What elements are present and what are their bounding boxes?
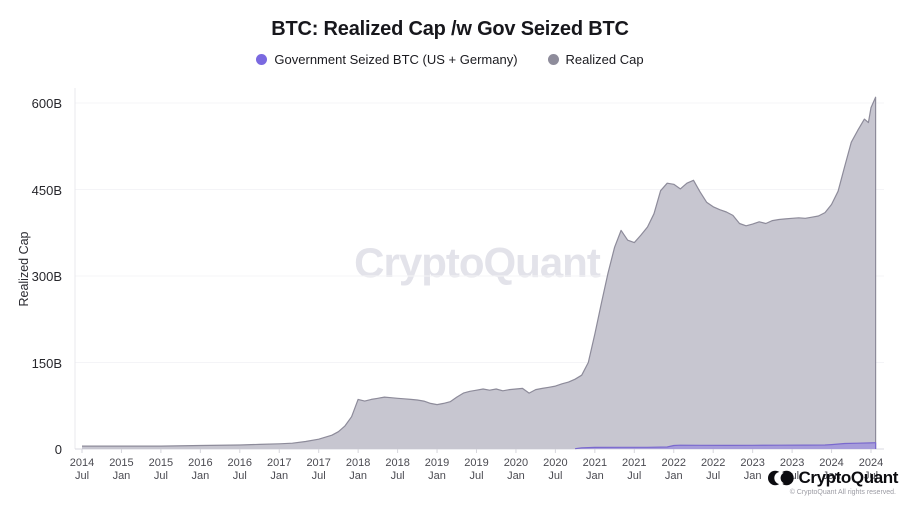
legend-label-realized-cap: Realized Cap <box>565 52 644 67</box>
realized-cap-line <box>82 96 877 449</box>
x-tick-month: Jul <box>548 470 563 482</box>
x-tick-month: Jan <box>112 470 131 482</box>
x-tick-label-2018-Jan: 2018 Jan <box>335 457 381 483</box>
legend: Government Seized BTC (US + Germany) Rea… <box>0 52 900 67</box>
x-tick-label-2015-Jul: 2015 Jul <box>138 457 184 483</box>
x-tick-label-2017-Jan: 2017 Jan <box>256 457 302 483</box>
x-tick-label-2024-Jul: 2024 Jul <box>848 457 894 483</box>
x-tick-month: Jul <box>232 470 247 482</box>
x-tick-label-2014-Jul: 2014 Jul <box>59 457 105 483</box>
y-tick-label-150B: 150B <box>31 355 62 371</box>
x-tick-month: Jan <box>664 470 683 482</box>
cryptoquant-fineprint: © CryptoQuant All rights reserved. <box>789 489 896 496</box>
x-tick-month: Jan <box>743 470 762 482</box>
x-tick-label-2021-Jan: 2021 Jan <box>572 457 618 483</box>
legend-dot-gov-seized-icon <box>256 54 268 65</box>
x-tick-month: Jul <box>469 470 484 482</box>
y-tick-label-0: 0 <box>54 442 62 457</box>
x-tick-month: Jul <box>390 470 405 482</box>
y-tick-label-450B: 450B <box>31 182 62 198</box>
x-tick-month: Jan <box>270 470 289 482</box>
legend-item-realized-cap[interactable]: Realized Cap <box>547 52 644 67</box>
x-tick-label-2023-Jan: 2023 Jan <box>730 457 776 483</box>
x-tick-label-2018-Jul: 2018 Jul <box>375 457 421 483</box>
x-tick-label-2022-Jul: 2022 Jul <box>690 457 736 483</box>
x-tick-label-2022-Jan: 2022 Jan <box>651 457 697 483</box>
x-tick-month: Jul <box>153 470 168 482</box>
x-tick-month: Jul <box>706 470 721 482</box>
y-tick-label-600B: 600B <box>31 96 62 111</box>
legend-dot-realized-cap-icon <box>547 54 559 65</box>
cryptoquant-watermark: CryptoQuant <box>354 239 601 286</box>
gov-seized-line <box>575 442 877 450</box>
x-tick-month: Jan <box>428 470 446 482</box>
x-tick-month: Jul <box>311 470 326 482</box>
x-tick-month: Jan <box>507 470 525 482</box>
x-tick-label-2024-Jan: 2024 Jan <box>809 457 855 483</box>
x-tick-month: Jul <box>74 470 90 482</box>
cryptoquant-logo: CryptoQuant © CryptoQuant All rights res… <box>752 468 898 496</box>
realized-cap-area <box>82 97 876 449</box>
legend-label-gov-seized: Government Seized BTC (US + Germany) <box>274 52 518 67</box>
x-tick-label-2016-Jan: 2016 Jan <box>177 457 223 483</box>
y-tick-label-300B: 300B <box>31 269 62 284</box>
x-tick-label-2020-Jan: 2020 Jan <box>493 457 539 483</box>
x-tick-month: Jan <box>585 470 604 482</box>
x-tick-month: Jul <box>627 470 642 482</box>
x-tick-label-2015-Jan: 2015 Jan <box>98 457 144 483</box>
x-tick-month: Jan <box>822 470 841 482</box>
legend-item-gov-seized[interactable]: Government Seized BTC (US + Germany) <box>256 52 518 67</box>
x-tick-label-2019-Jul: 2019 Jul <box>454 457 500 483</box>
x-tick-label-2019-Jan: 2019 Jan <box>414 457 460 483</box>
x-tick-label-2017-Jul: 2017 Jul <box>296 457 342 483</box>
x-tick-month: Jan <box>191 470 210 482</box>
x-tick-label-2020-Jul: 2020 Jul <box>532 457 578 483</box>
x-tick-label-2021-Jul: 2021 Jul <box>611 457 657 483</box>
x-tick-month: Jul <box>863 470 879 482</box>
x-tick-label-2016-Jul: 2016 Jul <box>217 457 263 483</box>
cryptoquant-logo-text: CryptoQuant <box>798 468 899 487</box>
x-tick-month: Jan <box>349 470 368 482</box>
cryptoquant-logo-icon <box>767 470 794 486</box>
chart-title: BTC: Realized Cap /w Gov Seized BTC <box>271 18 629 40</box>
